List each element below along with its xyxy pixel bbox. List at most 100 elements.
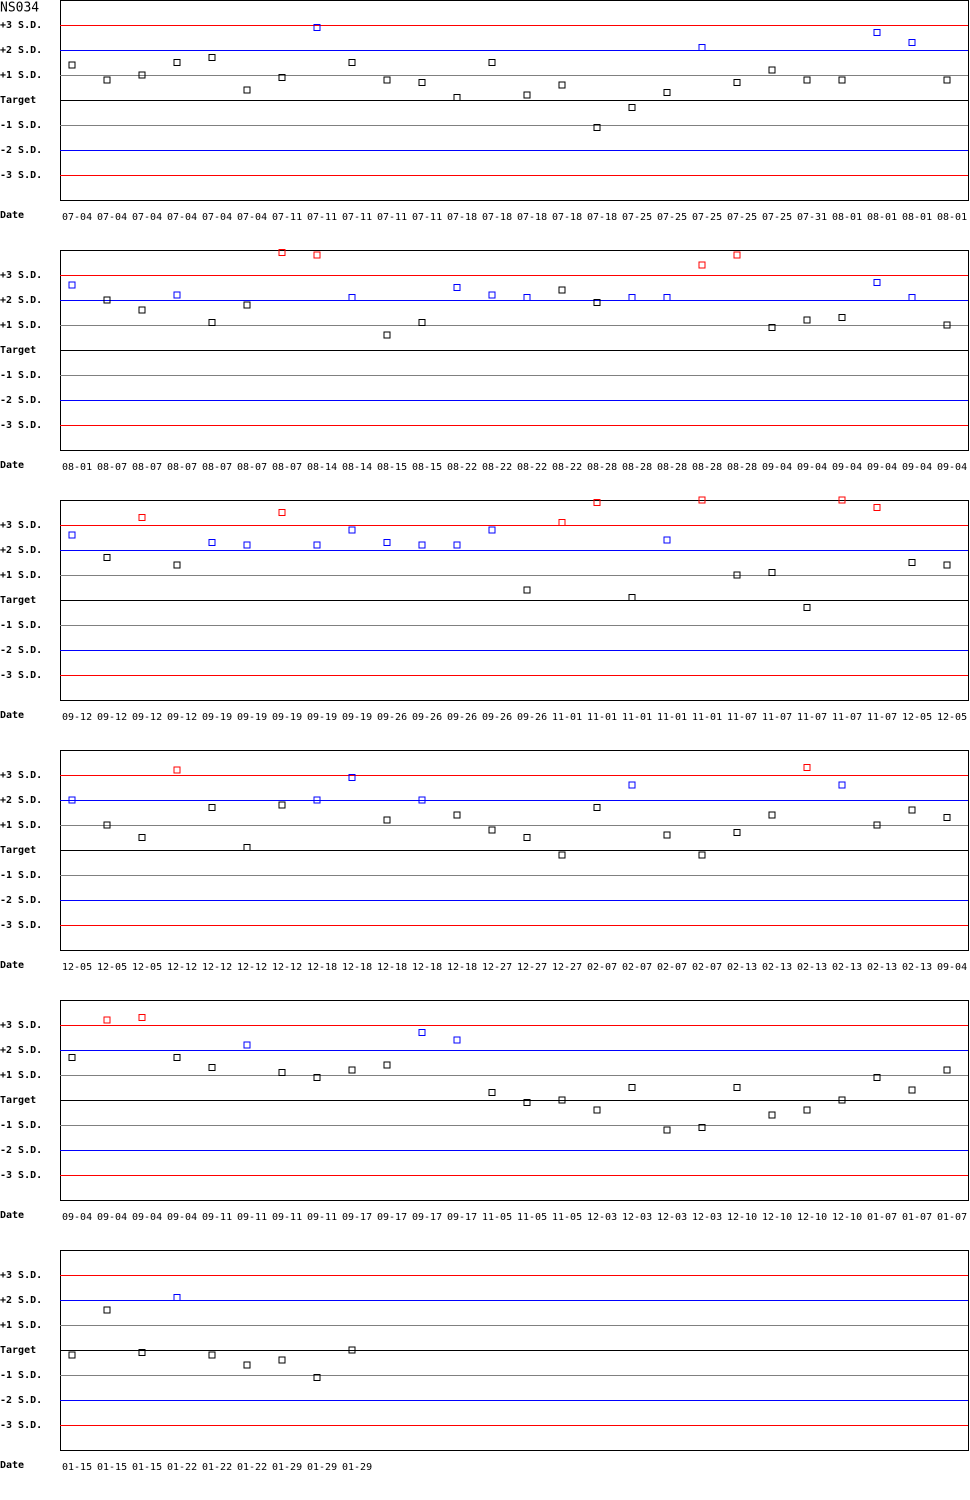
- x-tick-label: 07-25: [727, 212, 757, 223]
- point: [418, 1029, 426, 1036]
- x-tick-label: 12-03: [587, 1212, 617, 1223]
- x-tick-label: 08-01: [62, 462, 92, 473]
- point: [208, 804, 216, 811]
- y-tick-label: +3 S.D.: [0, 520, 42, 531]
- x-tick-label: 09-17: [447, 1212, 477, 1223]
- point: [383, 76, 391, 84]
- point: [208, 1351, 216, 1359]
- point: [908, 559, 916, 566]
- point: [173, 1294, 181, 1301]
- x-tick-label: 12-05: [62, 962, 92, 973]
- point: [278, 249, 286, 256]
- point: [838, 1096, 846, 1104]
- x-tick-label: 01-29: [342, 1462, 372, 1473]
- x-tick-label: 08-15: [412, 462, 442, 473]
- x-tick-label: 07-04: [62, 212, 92, 223]
- x-tick-label: 07-04: [97, 212, 127, 223]
- point: [873, 504, 881, 511]
- y-tick-label: -1 S.D.: [0, 370, 42, 381]
- x-tick-label: 12-18: [342, 962, 372, 973]
- point: [68, 281, 76, 289]
- point: [68, 531, 76, 539]
- point: [558, 286, 566, 294]
- point: [173, 291, 181, 299]
- x-tick-label: 08-01: [832, 212, 862, 223]
- point: [173, 1054, 181, 1061]
- point: [733, 251, 741, 259]
- y-tick-label: -3 S.D.: [0, 170, 42, 181]
- point: [943, 561, 951, 569]
- point: [768, 324, 776, 331]
- point: [593, 299, 601, 306]
- point: [733, 1084, 741, 1091]
- x-tick-label: 07-25: [622, 212, 652, 223]
- y-tick-label: +3 S.D.: [0, 770, 42, 781]
- x-tick-label: 08-28: [727, 462, 757, 473]
- x-tick-label: 07-18: [587, 212, 617, 223]
- point: [663, 294, 671, 301]
- x-tick-label: 02-13: [797, 962, 827, 973]
- x-tick-label: 12-27: [552, 962, 582, 973]
- point: [908, 294, 916, 301]
- x-tick-label: 09-19: [272, 712, 302, 723]
- x-tick-label: 09-04: [797, 462, 827, 473]
- point: [208, 1064, 216, 1071]
- y-tick-label: -2 S.D.: [0, 395, 42, 406]
- x-tick-label: 09-17: [377, 1212, 407, 1223]
- point: [768, 66, 776, 74]
- x-tick-label: 12-12: [202, 962, 232, 973]
- x-tick-label: 08-01: [937, 212, 967, 223]
- point: [488, 59, 496, 66]
- x-tick-label: 07-18: [482, 212, 512, 223]
- x-tick-label: 08-07: [237, 462, 267, 473]
- point: [838, 496, 846, 504]
- point: [558, 1096, 566, 1104]
- point: [453, 811, 461, 819]
- y-tick-label: -3 S.D.: [0, 1420, 42, 1431]
- x-tick-label: 07-18: [447, 212, 477, 223]
- point: [243, 541, 251, 549]
- y-tick-label: Target: [0, 95, 36, 106]
- x-tick-label: 12-18: [307, 962, 337, 973]
- x-axis-label: Date: [0, 1210, 24, 1221]
- x-tick-label: 09-12: [132, 712, 162, 723]
- point: [908, 1086, 916, 1094]
- point: [663, 89, 671, 96]
- point: [103, 1306, 111, 1314]
- x-tick-label: 09-19: [307, 712, 337, 723]
- x-tick-label: 08-07: [132, 462, 162, 473]
- point: [803, 764, 811, 771]
- point: [908, 39, 916, 46]
- x-axis-label: Date: [0, 210, 24, 221]
- x-tick-label: 07-04: [167, 212, 197, 223]
- x-tick-label: 01-15: [97, 1462, 127, 1473]
- point: [103, 1016, 111, 1024]
- x-tick-label: 09-11: [237, 1212, 267, 1223]
- x-tick-label: 01-22: [237, 1462, 267, 1473]
- point: [313, 251, 321, 259]
- y-tick-label: Target: [0, 345, 36, 356]
- point: [873, 279, 881, 286]
- point: [803, 316, 811, 324]
- x-tick-label: 09-26: [412, 712, 442, 723]
- x-tick-label: 01-22: [202, 1462, 232, 1473]
- x-tick-label: 08-07: [167, 462, 197, 473]
- point: [68, 61, 76, 69]
- x-tick-label: 08-22: [447, 462, 477, 473]
- y-tick-label: Target: [0, 845, 36, 856]
- x-tick-label: 07-11: [377, 212, 407, 223]
- y-tick-label: -3 S.D.: [0, 670, 42, 681]
- y-tick-label: -3 S.D.: [0, 420, 42, 431]
- x-tick-label: 12-18: [412, 962, 442, 973]
- point: [313, 796, 321, 804]
- x-tick-label: 09-19: [237, 712, 267, 723]
- x-tick-label: 11-07: [797, 712, 827, 723]
- x-tick-label: 08-01: [867, 212, 897, 223]
- x-tick-label: 02-13: [867, 962, 897, 973]
- point: [173, 561, 181, 569]
- y-tick-label: +2 S.D.: [0, 295, 42, 306]
- x-tick-label: 11-05: [552, 1212, 582, 1223]
- point: [383, 539, 391, 546]
- point: [698, 851, 706, 859]
